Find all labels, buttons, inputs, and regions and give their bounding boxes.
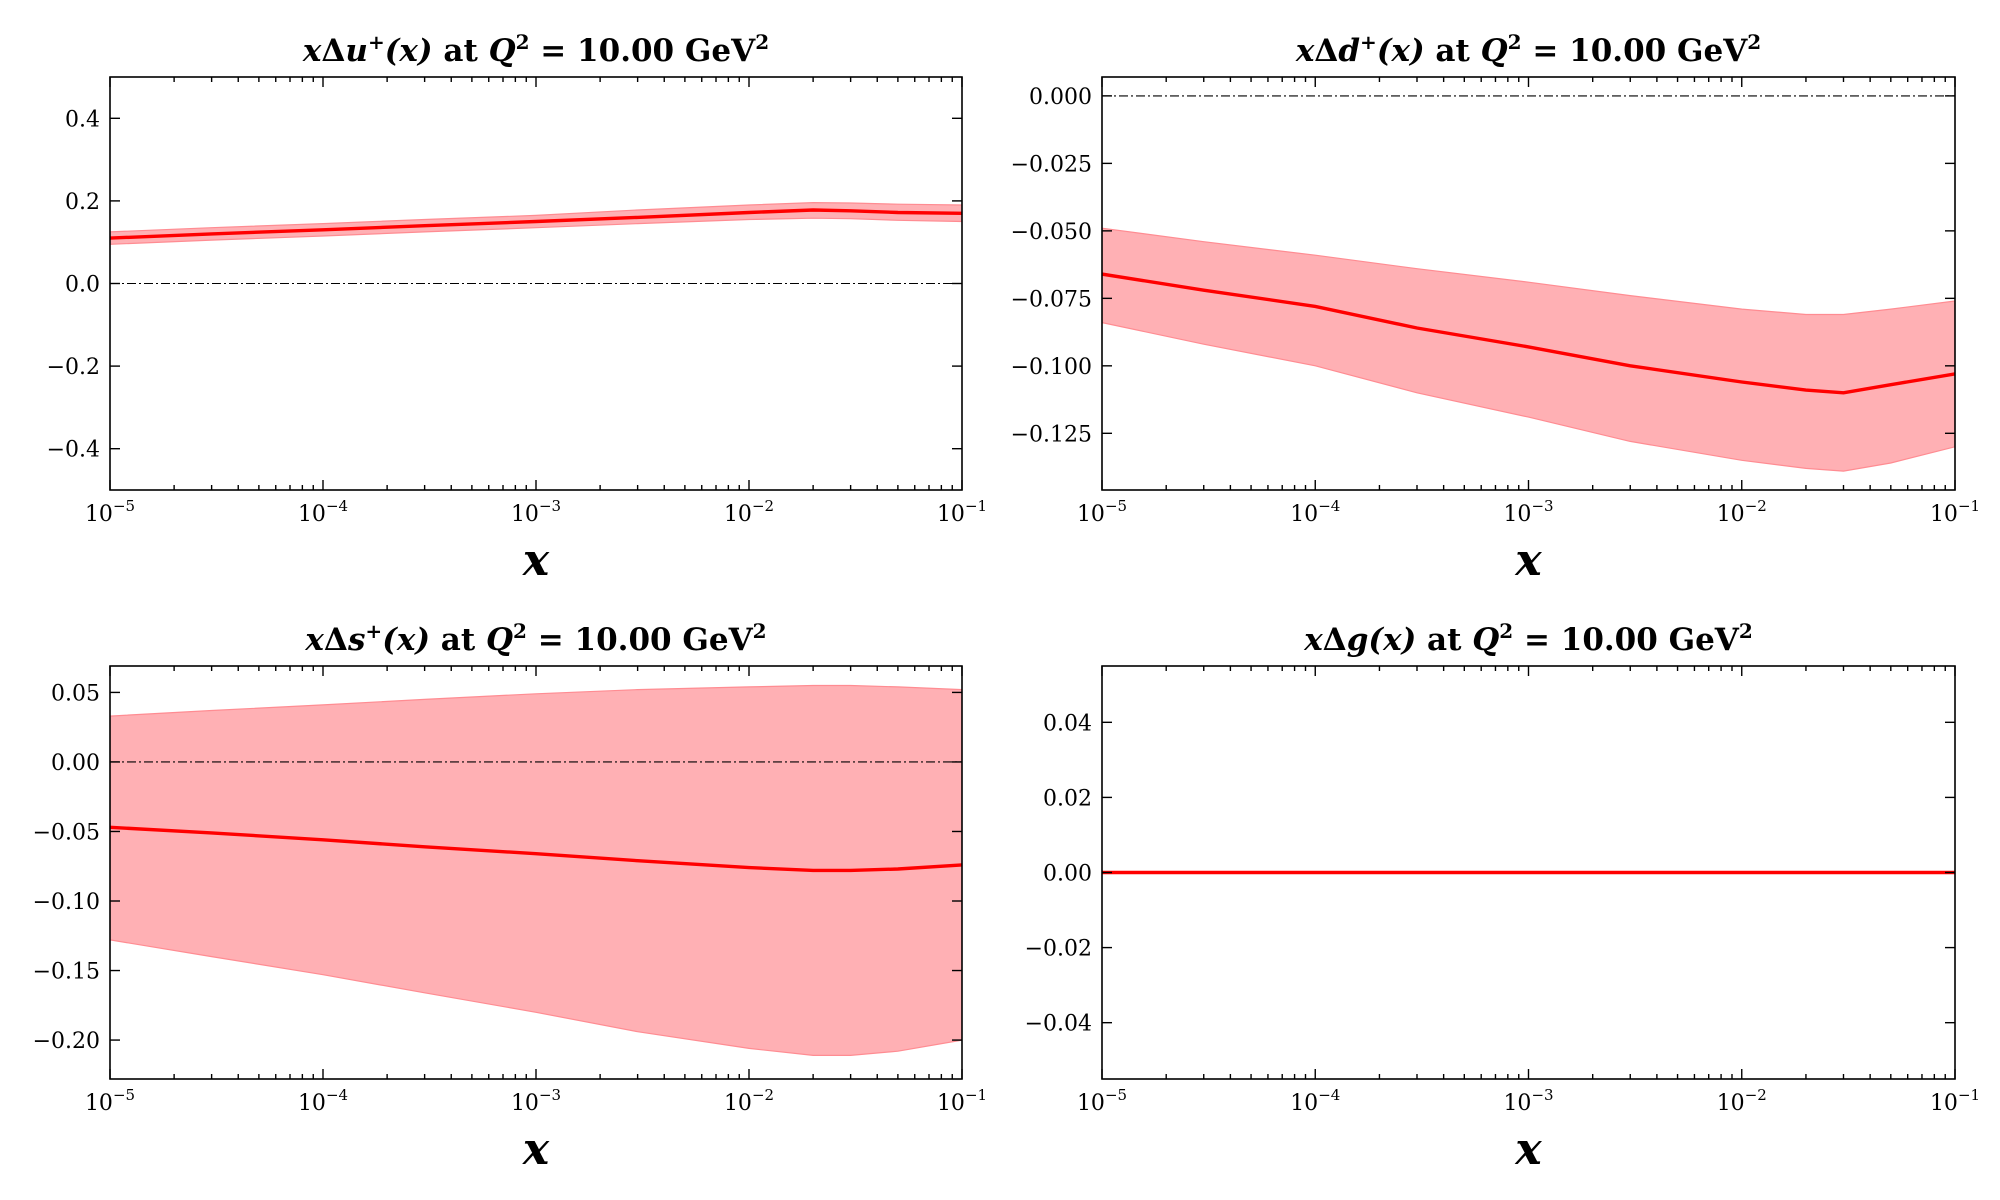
y-tick-label: −0.02	[1025, 937, 1092, 962]
x-tick-label: 10−5	[1077, 497, 1127, 527]
x-tick-label: 10−4	[1290, 497, 1340, 527]
y-tick-label: −0.05	[33, 820, 100, 845]
x-tick-label: 10−3	[511, 1086, 561, 1116]
y-tick-label: 0.0	[65, 273, 100, 298]
x-tick-label: 10−4	[1290, 1086, 1340, 1116]
x-tick-label: 10−2	[1717, 497, 1767, 527]
uncertainty-band	[1102, 227, 1955, 472]
x-tick-label: 10−3	[1503, 1086, 1553, 1116]
x-tick-label: 10−4	[298, 497, 348, 527]
panel-title: xΔu+(x) at Q2 = 10.00 GeV2	[302, 30, 769, 69]
central-curve	[110, 208, 962, 240]
x-tick-label: 10−1	[1930, 1086, 1980, 1116]
y-tick-label: 0.05	[51, 681, 100, 706]
y-tick-label: −0.125	[1011, 422, 1092, 447]
x-axis-label: x	[1514, 1124, 1542, 1175]
panel-2: 10−5 10−4 10−3 10−2 10−1 −0.125 −0.100 −0.075 −0…	[1011, 30, 1980, 586]
panel-4: 10−5 10−4 10−3 10−2 10−1 −0.04 −0.02 0.00 0.02 0.…	[1025, 619, 1980, 1175]
y-tick-label: 0.02	[1043, 786, 1092, 811]
y-tick-label: −0.100	[1011, 355, 1092, 380]
y-tick-label: 0.00	[51, 751, 100, 776]
y-tick-label: −0.20	[33, 1029, 100, 1054]
panel-3: 10−5 10−4 10−3 10−2 10−1 −0.20 −0.15 −0.10 −0.05…	[33, 619, 987, 1175]
y-tick-label: −0.04	[1025, 1012, 1092, 1037]
y-tick-label: −0.15	[33, 960, 100, 985]
x-axis-label: x	[1514, 535, 1542, 586]
x-tick-label: 10−4	[298, 1086, 348, 1116]
panel-1: 10−5 10−4 10−3 10−2 10−1 −0.4 −0.2 0.0 0.2 0.4 xΔu…	[47, 30, 987, 586]
panel-title: xΔd+(x) at Q2 = 10.00 GeV2	[1295, 30, 1761, 69]
central-curve	[1102, 272, 1955, 395]
panel-title: xΔs+(x) at Q2 = 10.00 GeV2	[304, 619, 766, 658]
x-tick-label: 10−2	[724, 497, 774, 527]
y-tick-label: −0.075	[1011, 287, 1092, 312]
x-tick-label: 10−1	[1930, 497, 1980, 527]
x-tick-label: 10−5	[1077, 1086, 1127, 1116]
y-tick-label: 0.000	[1029, 85, 1092, 110]
y-tick-label: −0.2	[47, 355, 100, 380]
y-tick-label: 0.2	[65, 190, 100, 215]
x-tick-label: 10−3	[1503, 497, 1553, 527]
x-tick-label: 10−1	[937, 1086, 987, 1116]
x-tick-label: 10−2	[724, 1086, 774, 1116]
panel-title: xΔg(x) at Q2 = 10.00 GeV2	[1303, 619, 1753, 658]
x-axis-label: x	[522, 535, 550, 586]
y-tick-label: −0.10	[33, 890, 100, 915]
central-curve	[110, 825, 962, 873]
x-axis-label: x	[522, 1124, 550, 1175]
x-tick-label: 10−5	[85, 497, 135, 527]
x-tick-label: 10−3	[511, 497, 561, 527]
y-tick-label: 0.04	[1043, 711, 1092, 736]
x-tick-label: 10−2	[1717, 1086, 1767, 1116]
y-tick-label: −0.050	[1011, 220, 1092, 245]
uncertainty-band	[110, 684, 962, 1056]
y-tick-label: −0.025	[1011, 152, 1092, 177]
y-tick-label: 0.00	[1043, 862, 1092, 887]
x-tick-label: 10−1	[937, 497, 987, 527]
y-tick-label: 0.4	[65, 107, 100, 132]
y-tick-label: −0.4	[47, 438, 100, 463]
x-tick-label: 10−5	[85, 1086, 135, 1116]
